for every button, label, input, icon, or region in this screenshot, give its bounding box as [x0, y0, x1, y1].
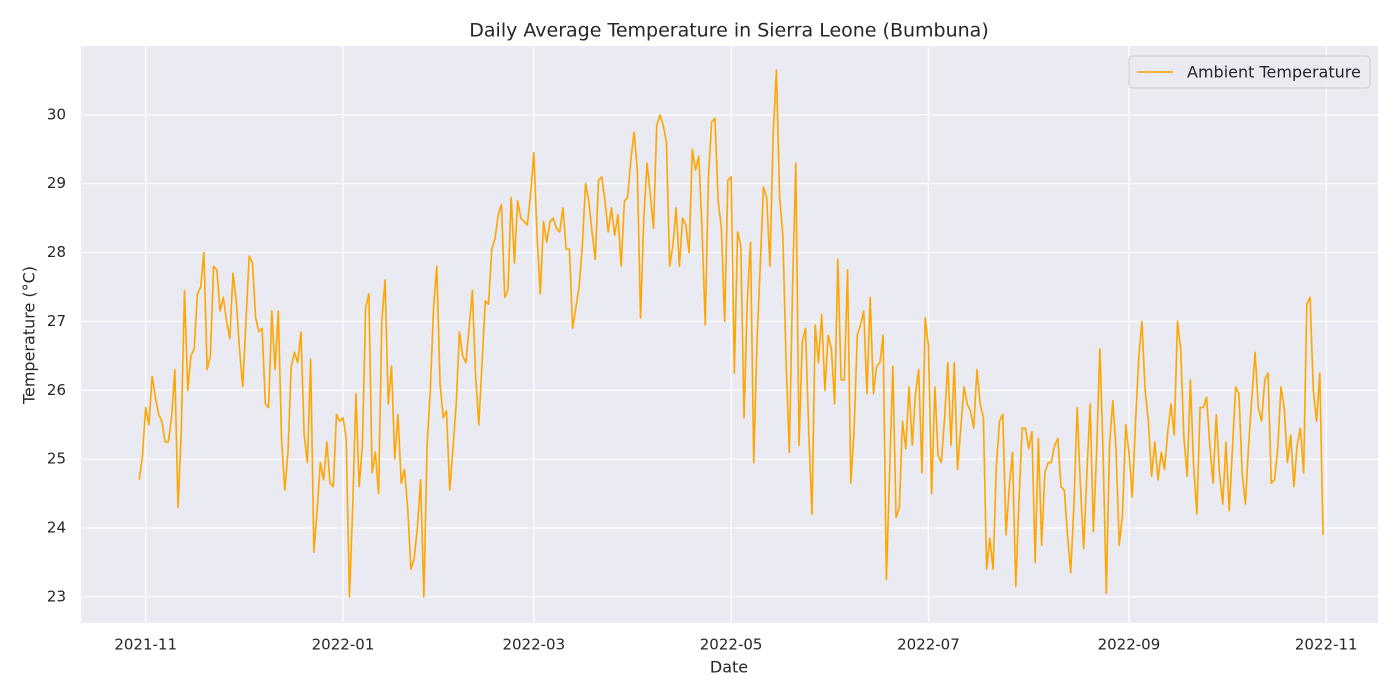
y-tick-label: 27 [47, 312, 66, 330]
x-tick-label: 2022-07 [897, 636, 960, 654]
x-tick-label: 2022-01 [312, 636, 375, 654]
x-tick-label: 2022-11 [1295, 636, 1358, 654]
legend-box [1128, 55, 1371, 89]
x-tick-label: 2022-09 [1098, 636, 1161, 654]
y-tick-label: 23 [47, 587, 66, 605]
data-line [138, 69, 1324, 598]
legend-label: Ambient Temperature [1187, 63, 1361, 82]
y-tick-label: 25 [47, 450, 66, 468]
y-tick-label: 24 [47, 518, 66, 536]
x-tick-label: 2022-03 [502, 636, 565, 654]
y-tick-label: 29 [47, 174, 66, 192]
y-axis-label: Temperature (°C) [20, 266, 39, 405]
legend: Ambient Temperature [1128, 55, 1371, 89]
x-tick-label: 2021-11 [114, 636, 177, 654]
marks [138, 69, 1324, 598]
y-tick-label: 26 [47, 381, 66, 399]
x-tick-label: 2022-05 [700, 636, 763, 654]
chart-title: Daily Average Temperature in Sierra Leon… [469, 20, 988, 42]
y-tick-label: 30 [47, 105, 66, 123]
plot-area [81, 46, 1378, 623]
y-tick-label: 28 [47, 243, 66, 261]
x-axis-label: Date [710, 658, 748, 677]
grid [81, 46, 1378, 623]
